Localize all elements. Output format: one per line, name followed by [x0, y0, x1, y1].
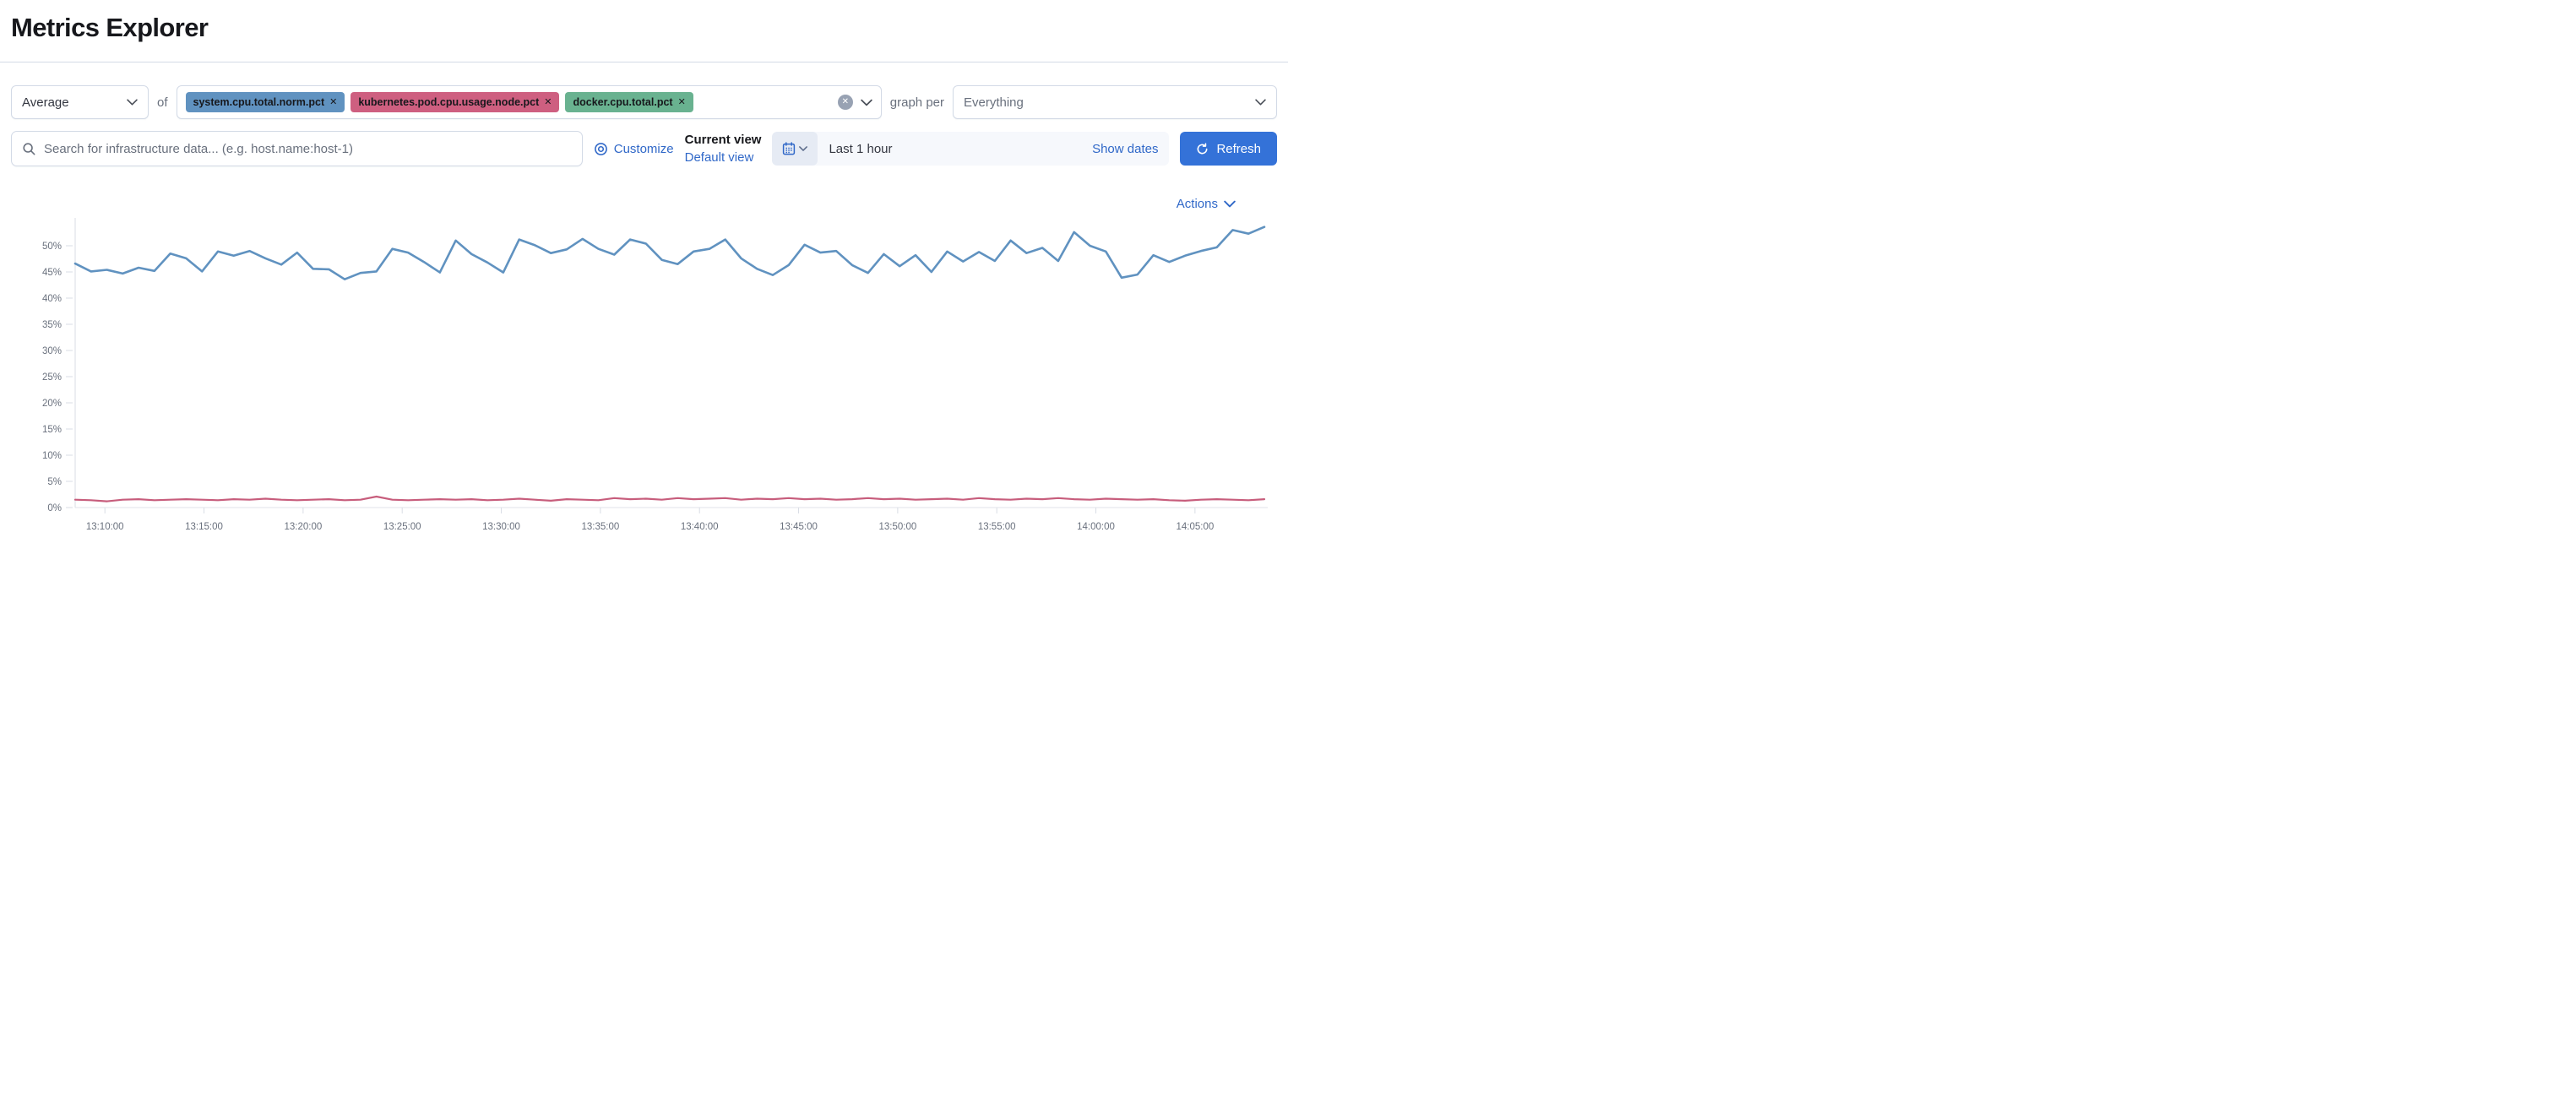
chevron-down-icon [799, 146, 808, 151]
metric-tag: kubernetes.pod.cpu.usage.node.pct ✕ [351, 92, 560, 112]
customize-label: Customize [613, 141, 674, 156]
chevron-down-icon[interactable] [861, 99, 872, 106]
date-range-display[interactable]: Last 1 hour Show dates [818, 132, 1169, 166]
chart-canvas[interactable]: 0% 5% 10% 15% 20% 25% 30% 35% 40% 45% 50% 13:10:00 1… [21, 215, 1271, 551]
chevron-down-icon [1224, 200, 1236, 208]
svg-text:5%: 5% [47, 477, 62, 487]
metrics-chart[interactable]: 0% 5% 10% 15% 20% 25% 30% 35% 40% 45% 50% 13:10:00 1… [21, 215, 1288, 555]
svg-text:45%: 45% [42, 268, 62, 278]
aggregation-select[interactable]: Average [11, 85, 149, 119]
svg-text:13:30:00: 13:30:00 [482, 522, 520, 532]
default-view-link[interactable]: Default view [684, 150, 754, 165]
metric-tag: docker.cpu.total.pct ✕ [565, 92, 693, 112]
svg-text:13:10:00: 13:10:00 [86, 522, 124, 532]
search-icon [23, 142, 35, 155]
current-view-label: Current view [684, 133, 762, 147]
chevron-down-icon [1255, 99, 1266, 106]
svg-text:10%: 10% [42, 451, 62, 461]
svg-text:14:00:00: 14:00:00 [1077, 522, 1115, 532]
aggregation-value: Average [22, 95, 69, 110]
chevron-down-icon [127, 99, 138, 106]
show-dates-button[interactable]: Show dates [1092, 141, 1159, 156]
metric-tag: system.cpu.total.norm.pct ✕ [185, 92, 345, 112]
of-label: of [157, 95, 168, 110]
customize-button[interactable]: Customize [594, 142, 674, 156]
remove-metric-icon[interactable]: ✕ [329, 96, 338, 107]
search-input[interactable] [44, 141, 572, 156]
group-by-value: Everything [964, 95, 1024, 110]
remove-metric-icon[interactable]: ✕ [544, 96, 552, 107]
svg-text:20%: 20% [42, 399, 62, 409]
svg-text:14:05:00: 14:05:00 [1176, 522, 1214, 532]
refresh-label: Refresh [1216, 141, 1261, 156]
date-range-value: Last 1 hour [829, 141, 893, 156]
svg-text:25%: 25% [42, 372, 62, 383]
svg-text:13:55:00: 13:55:00 [978, 522, 1016, 532]
refresh-icon [1198, 142, 1208, 154]
svg-text:13:20:00: 13:20:00 [284, 522, 322, 532]
page-title: Metrics Explorer [11, 13, 209, 42]
svg-text:40%: 40% [42, 294, 62, 304]
svg-text:35%: 35% [42, 320, 62, 330]
group-by-select[interactable]: Everything [953, 85, 1277, 119]
date-picker: Last 1 hour Show dates [772, 132, 1170, 166]
svg-text:13:15:00: 13:15:00 [185, 522, 223, 532]
calendar-icon [783, 142, 796, 155]
svg-text:50%: 50% [42, 242, 62, 252]
chart-header: Actions [0, 197, 1236, 211]
actions-label: Actions [1176, 197, 1218, 211]
svg-text:30%: 30% [42, 346, 62, 356]
metric-tag-label: kubernetes.pod.cpu.usage.node.pct [358, 96, 540, 108]
metrics-toolbar: Average of system.cpu.total.norm.pct ✕ k… [11, 85, 1277, 119]
svg-text:13:50:00: 13:50:00 [878, 522, 916, 532]
metrics-combobox[interactable]: system.cpu.total.norm.pct ✕ kubernetes.p… [176, 85, 882, 119]
graph-per-label: graph per [889, 95, 944, 110]
remove-metric-icon[interactable]: ✕ [677, 96, 686, 107]
clear-metrics-icon[interactable]: ✕ [837, 95, 853, 110]
metric-tag-label: system.cpu.total.norm.pct [193, 96, 325, 108]
actions-button[interactable]: Actions [1177, 197, 1236, 211]
svg-text:0%: 0% [47, 503, 62, 513]
quick-select-button[interactable] [772, 132, 818, 166]
view-switcher: Current view Default view [685, 131, 762, 166]
bullseye-icon [594, 142, 607, 155]
svg-text:13:40:00: 13:40:00 [681, 522, 719, 532]
metric-tag-label: docker.cpu.total.pct [573, 96, 673, 108]
svg-text:13:25:00: 13:25:00 [383, 522, 421, 532]
refresh-button[interactable]: Refresh [1180, 132, 1277, 166]
search-box [11, 131, 583, 166]
query-toolbar: Customize Current view Default view Last… [11, 131, 1277, 166]
svg-text:13:45:00: 13:45:00 [780, 522, 818, 532]
svg-text:15%: 15% [42, 425, 62, 435]
svg-text:13:35:00: 13:35:00 [581, 522, 619, 532]
page-header: Metrics Explorer [0, 0, 1288, 47]
